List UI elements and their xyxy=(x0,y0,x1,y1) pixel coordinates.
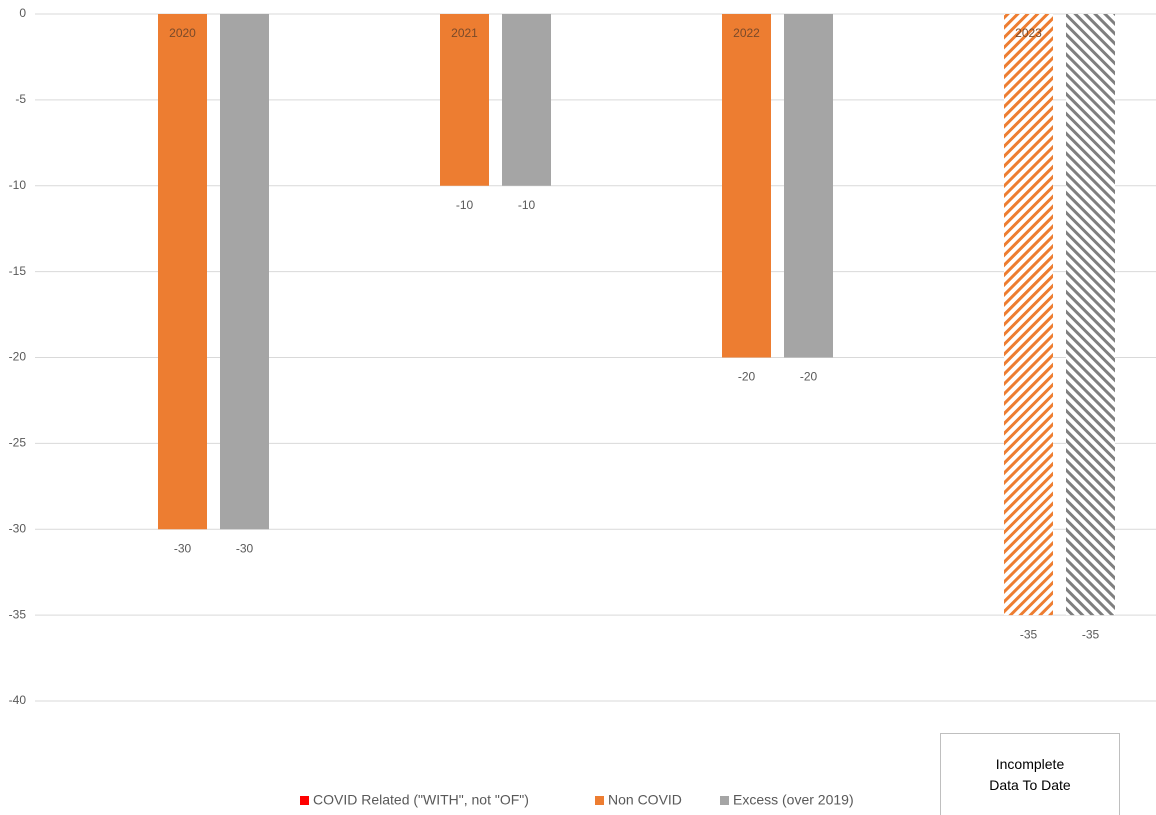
legend-label: Non COVID xyxy=(608,792,682,808)
y-tick-label: -15 xyxy=(9,264,27,278)
y-tick-label: -5 xyxy=(15,92,26,106)
data-label: -35 xyxy=(1020,627,1038,641)
bar xyxy=(784,14,833,358)
data-label: -10 xyxy=(518,198,536,212)
data-label: -30 xyxy=(236,541,254,555)
legend-swatch xyxy=(300,796,309,805)
x-category-label: 2022 xyxy=(733,26,760,40)
bar xyxy=(722,14,771,358)
bar xyxy=(502,14,551,186)
bar xyxy=(440,14,489,186)
x-category-label: 2021 xyxy=(451,26,478,40)
x-category-label: 2020 xyxy=(169,26,196,40)
bar xyxy=(1004,14,1053,616)
legend-label: COVID Related ("WITH", not "OF") xyxy=(313,792,529,808)
x-category-label: 2023 xyxy=(1015,26,1042,40)
data-label: -20 xyxy=(738,370,756,384)
y-tick-label: -10 xyxy=(9,178,27,192)
bar xyxy=(220,14,269,530)
bar xyxy=(1066,14,1115,616)
y-tick-label: 0 xyxy=(19,6,26,20)
legend-swatch xyxy=(595,796,604,805)
y-tick-label: -30 xyxy=(9,521,27,535)
data-label: -20 xyxy=(800,370,818,384)
bar xyxy=(158,14,207,530)
data-label: -10 xyxy=(456,198,474,212)
annotation: Incomplete Data To Date xyxy=(940,733,1120,815)
y-tick-label: -35 xyxy=(9,607,27,621)
y-tick-label: -20 xyxy=(9,350,27,364)
legend-label: Excess (over 2019) xyxy=(733,792,854,808)
data-label: -35 xyxy=(1082,627,1100,641)
y-tick-label: -25 xyxy=(9,436,27,450)
legend-swatch xyxy=(720,796,729,805)
y-tick-label: -40 xyxy=(9,693,27,707)
data-label: -30 xyxy=(174,541,192,555)
